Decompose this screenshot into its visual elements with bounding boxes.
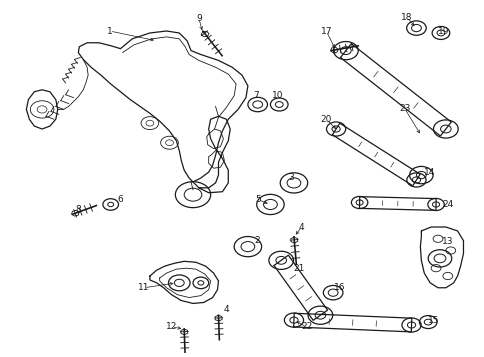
Text: 21: 21	[292, 264, 304, 273]
Text: 9: 9	[196, 14, 201, 23]
Text: 16: 16	[333, 283, 345, 292]
Text: 1: 1	[106, 26, 112, 35]
Text: 14: 14	[423, 168, 434, 177]
Text: 15: 15	[427, 316, 439, 325]
Text: 13: 13	[441, 237, 453, 246]
Text: 4: 4	[298, 222, 304, 231]
Text: 10: 10	[271, 91, 283, 100]
Text: 17: 17	[320, 26, 332, 35]
Text: 22: 22	[301, 322, 312, 331]
Text: 5: 5	[254, 195, 260, 204]
Text: 20: 20	[320, 115, 331, 124]
Text: 19: 19	[437, 26, 449, 35]
Text: 18: 18	[400, 13, 411, 22]
Text: 3: 3	[287, 172, 293, 181]
Text: 12: 12	[166, 322, 177, 331]
Text: 7: 7	[252, 91, 258, 100]
Text: 2: 2	[254, 236, 259, 245]
Text: 6: 6	[118, 195, 123, 204]
Text: 8: 8	[76, 205, 81, 214]
Text: 24: 24	[441, 200, 453, 209]
Text: 4: 4	[223, 305, 228, 314]
Text: 23: 23	[398, 104, 409, 113]
Text: 11: 11	[138, 283, 150, 292]
